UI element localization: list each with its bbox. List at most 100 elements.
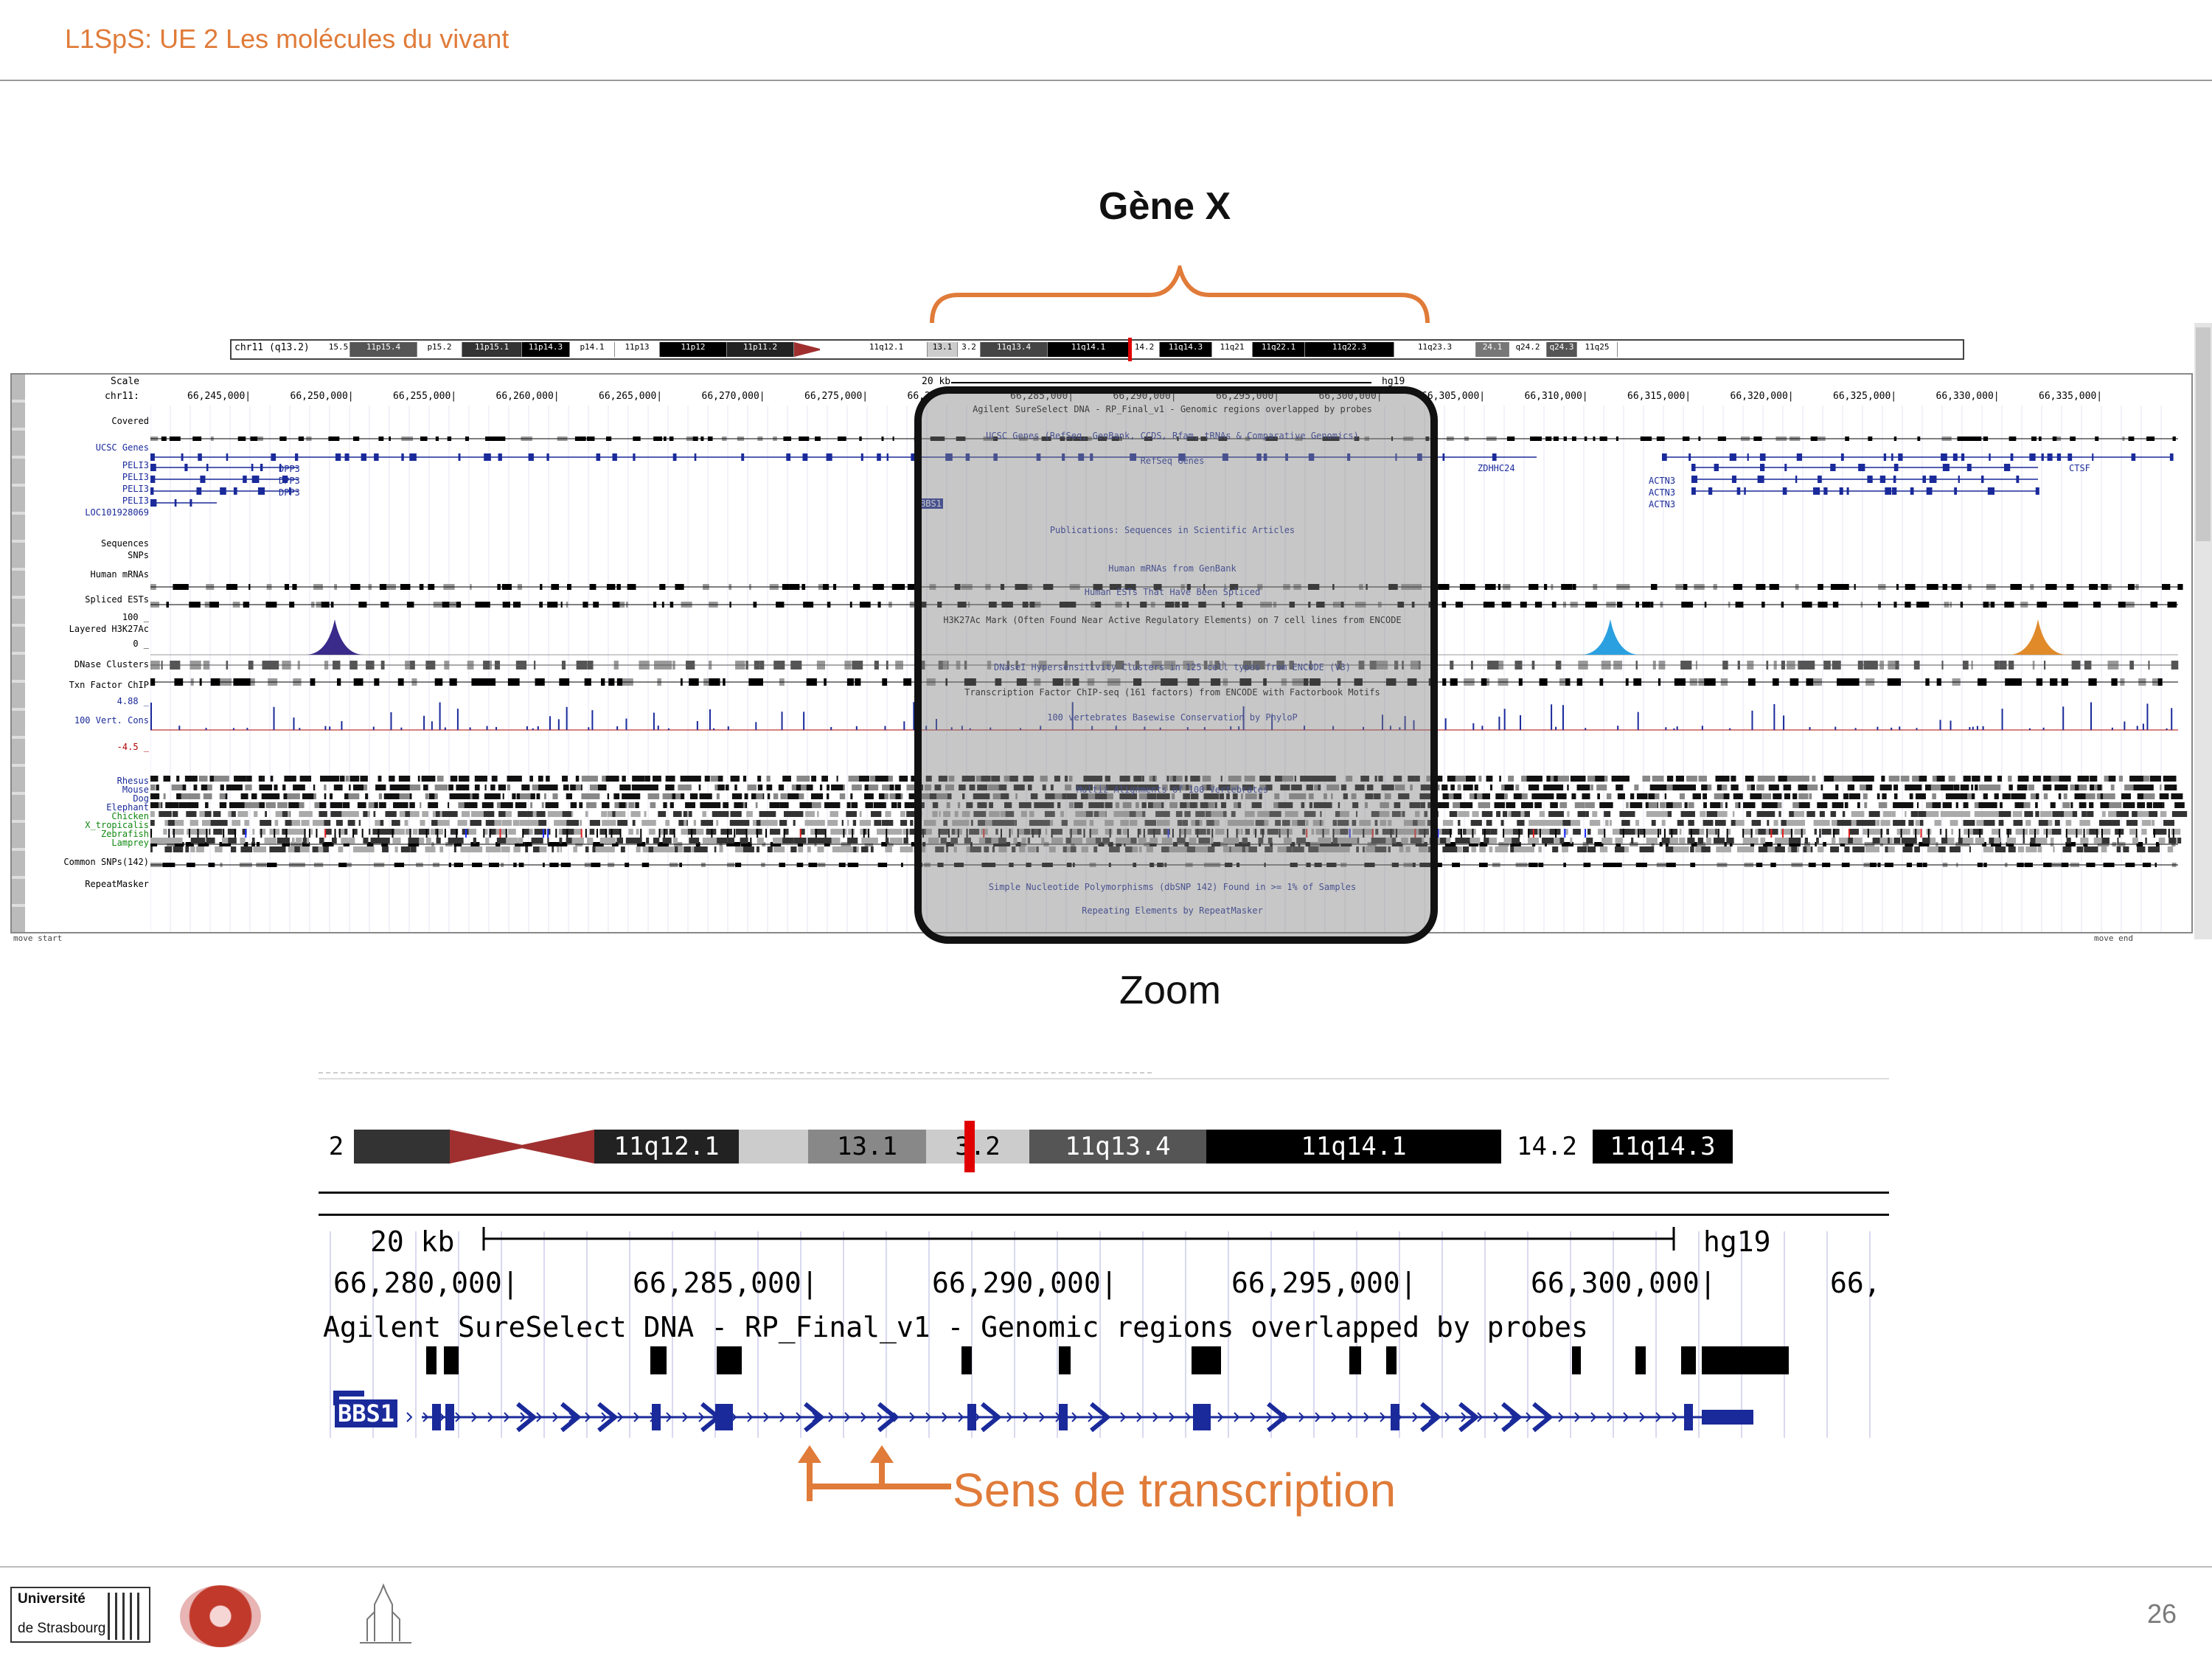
conservation-spike bbox=[423, 715, 425, 730]
alignment-block bbox=[602, 802, 610, 808]
gene-name[interactable]: ACTN3 bbox=[1649, 499, 1676, 509]
move-start-link[interactable]: move start bbox=[13, 933, 63, 943]
track-label[interactable]: 4.88 _ bbox=[116, 696, 149, 706]
alignment-block bbox=[1749, 802, 1753, 808]
track-label[interactable]: Sequences bbox=[100, 538, 149, 549]
track-handles[interactable] bbox=[12, 375, 25, 932]
alignment-block bbox=[1332, 838, 1340, 844]
snp-tick bbox=[1390, 829, 1392, 838]
track-label[interactable]: Common SNPs(142) bbox=[63, 857, 149, 867]
alignment-block bbox=[1157, 793, 1170, 799]
alignment-block bbox=[1482, 793, 1490, 799]
track-label[interactable]: Mouse bbox=[122, 785, 149, 795]
alignment-block bbox=[945, 785, 955, 790]
alignment-block bbox=[1688, 802, 1694, 808]
track-label[interactable]: 100 Vert. Cons bbox=[74, 715, 149, 726]
track-label[interactable]: Lamprey bbox=[111, 838, 149, 848]
track-label[interactable]: -4.5 _ bbox=[116, 742, 149, 752]
alignment-block bbox=[1649, 785, 1663, 790]
alignment-block bbox=[1747, 838, 1759, 844]
track-label[interactable]: DNase Clusters bbox=[74, 659, 149, 669]
track-label[interactable]: Covered bbox=[111, 416, 149, 426]
track-label[interactable]: Elephant bbox=[106, 802, 149, 813]
alignment-block bbox=[694, 846, 708, 852]
track-label[interactable]: Human mRNAs bbox=[90, 569, 149, 580]
ruler-tick-label: 66,330,000| bbox=[1935, 391, 2000, 402]
conservation-spike bbox=[830, 727, 832, 730]
alignment-block bbox=[1873, 846, 1880, 852]
track-label[interactable]: Rhesus bbox=[116, 776, 149, 786]
gene-x-label: Gène X bbox=[1099, 185, 1231, 228]
alignment-block bbox=[1027, 838, 1031, 844]
track-label[interactable]: Dog bbox=[133, 793, 149, 804]
track-label[interactable]: UCSC Genes bbox=[95, 442, 149, 453]
alignment-block bbox=[495, 829, 507, 835]
gene-name[interactable]: DPP3 bbox=[279, 476, 300, 486]
track-label[interactable]: PELI3 bbox=[122, 484, 149, 494]
track-title: Human ESTs That Have Been Spliced bbox=[1084, 587, 1261, 597]
gene-name[interactable]: CTSF bbox=[2069, 463, 2090, 473]
alignment-block bbox=[1332, 820, 1338, 826]
conservation-spike bbox=[549, 716, 551, 730]
gene-name[interactable]: DPP3 bbox=[279, 487, 300, 498]
alignment-block bbox=[209, 829, 211, 835]
gene-name[interactable]: ACTN3 bbox=[1649, 476, 1676, 486]
alignment-block bbox=[889, 785, 894, 790]
snp-tick bbox=[1833, 829, 1835, 838]
alignment-block bbox=[1857, 802, 1860, 808]
gene-exon bbox=[1922, 476, 1927, 483]
track-label[interactable]: Spliced ESTs bbox=[85, 594, 149, 605]
alignment-block bbox=[1029, 811, 1034, 817]
gene-exon bbox=[189, 499, 192, 507]
small-chevron-icon bbox=[925, 1412, 932, 1422]
track-label[interactable]: Txn Factor ChIP bbox=[69, 680, 149, 690]
alignment-block bbox=[1245, 846, 1249, 852]
conservation-spike bbox=[1230, 726, 1232, 730]
snp-tick bbox=[2101, 829, 2103, 838]
alignment-block bbox=[494, 820, 499, 826]
alignment-block bbox=[1427, 820, 1433, 826]
alignment-block bbox=[1851, 820, 1862, 826]
alignment-block bbox=[769, 820, 778, 826]
track-label[interactable]: PELI3 bbox=[122, 472, 149, 482]
alignment-block bbox=[460, 846, 473, 852]
direction-chevron-icon bbox=[1532, 1402, 1554, 1433]
alignment-block bbox=[2040, 811, 2052, 817]
move-end-link[interactable]: move end bbox=[2094, 933, 2133, 943]
alignment-block bbox=[2043, 793, 2048, 799]
track-label[interactable]: Layered H3K27Ac bbox=[69, 624, 149, 634]
track-label[interactable]: 0 _ bbox=[133, 639, 149, 649]
alignment-block bbox=[742, 802, 745, 808]
track-label[interactable]: Chicken bbox=[111, 811, 149, 821]
small-chevron-icon bbox=[763, 1412, 770, 1422]
gene-name[interactable]: ZDHHC24 bbox=[1478, 463, 1515, 473]
snp-tick bbox=[1979, 829, 1981, 838]
h3k27ac-peak bbox=[1581, 619, 1640, 655]
track-label[interactable]: 100 _ bbox=[122, 612, 149, 622]
alignment-block bbox=[484, 793, 496, 799]
gene-name[interactable]: DPP3 bbox=[279, 464, 300, 474]
track-label[interactable]: RepeatMasker bbox=[85, 879, 149, 889]
track-label[interactable]: Zebrafish bbox=[100, 829, 149, 839]
alignment-block bbox=[1027, 846, 1036, 852]
track-label[interactable]: PELI3 bbox=[122, 495, 149, 506]
alignment-block bbox=[538, 776, 543, 782]
gene-name[interactable]: ACTN3 bbox=[1649, 487, 1676, 498]
alignment-block bbox=[1585, 811, 1589, 817]
alignment-block bbox=[2123, 802, 2135, 808]
small-chevron-icon bbox=[1282, 1412, 1289, 1422]
browser-scroll-thumb[interactable] bbox=[2196, 327, 2211, 541]
ruler-tick-label: 66,260,000| bbox=[495, 391, 560, 402]
alignment-block bbox=[1211, 846, 1215, 852]
alignment-block bbox=[885, 838, 889, 844]
alignment-block bbox=[375, 785, 386, 790]
alignment-block bbox=[1109, 785, 1121, 790]
track-label[interactable]: PELI3 bbox=[122, 460, 149, 470]
alignment-block bbox=[1947, 838, 1955, 844]
alignment-block bbox=[2101, 838, 2110, 844]
track-label[interactable]: X_tropicalis bbox=[85, 820, 149, 830]
alignment-block bbox=[1122, 802, 1132, 808]
track-label[interactable]: LOC101928069 bbox=[85, 507, 149, 518]
alignment-block bbox=[1661, 838, 1672, 844]
track-label[interactable]: SNPs bbox=[128, 550, 149, 560]
